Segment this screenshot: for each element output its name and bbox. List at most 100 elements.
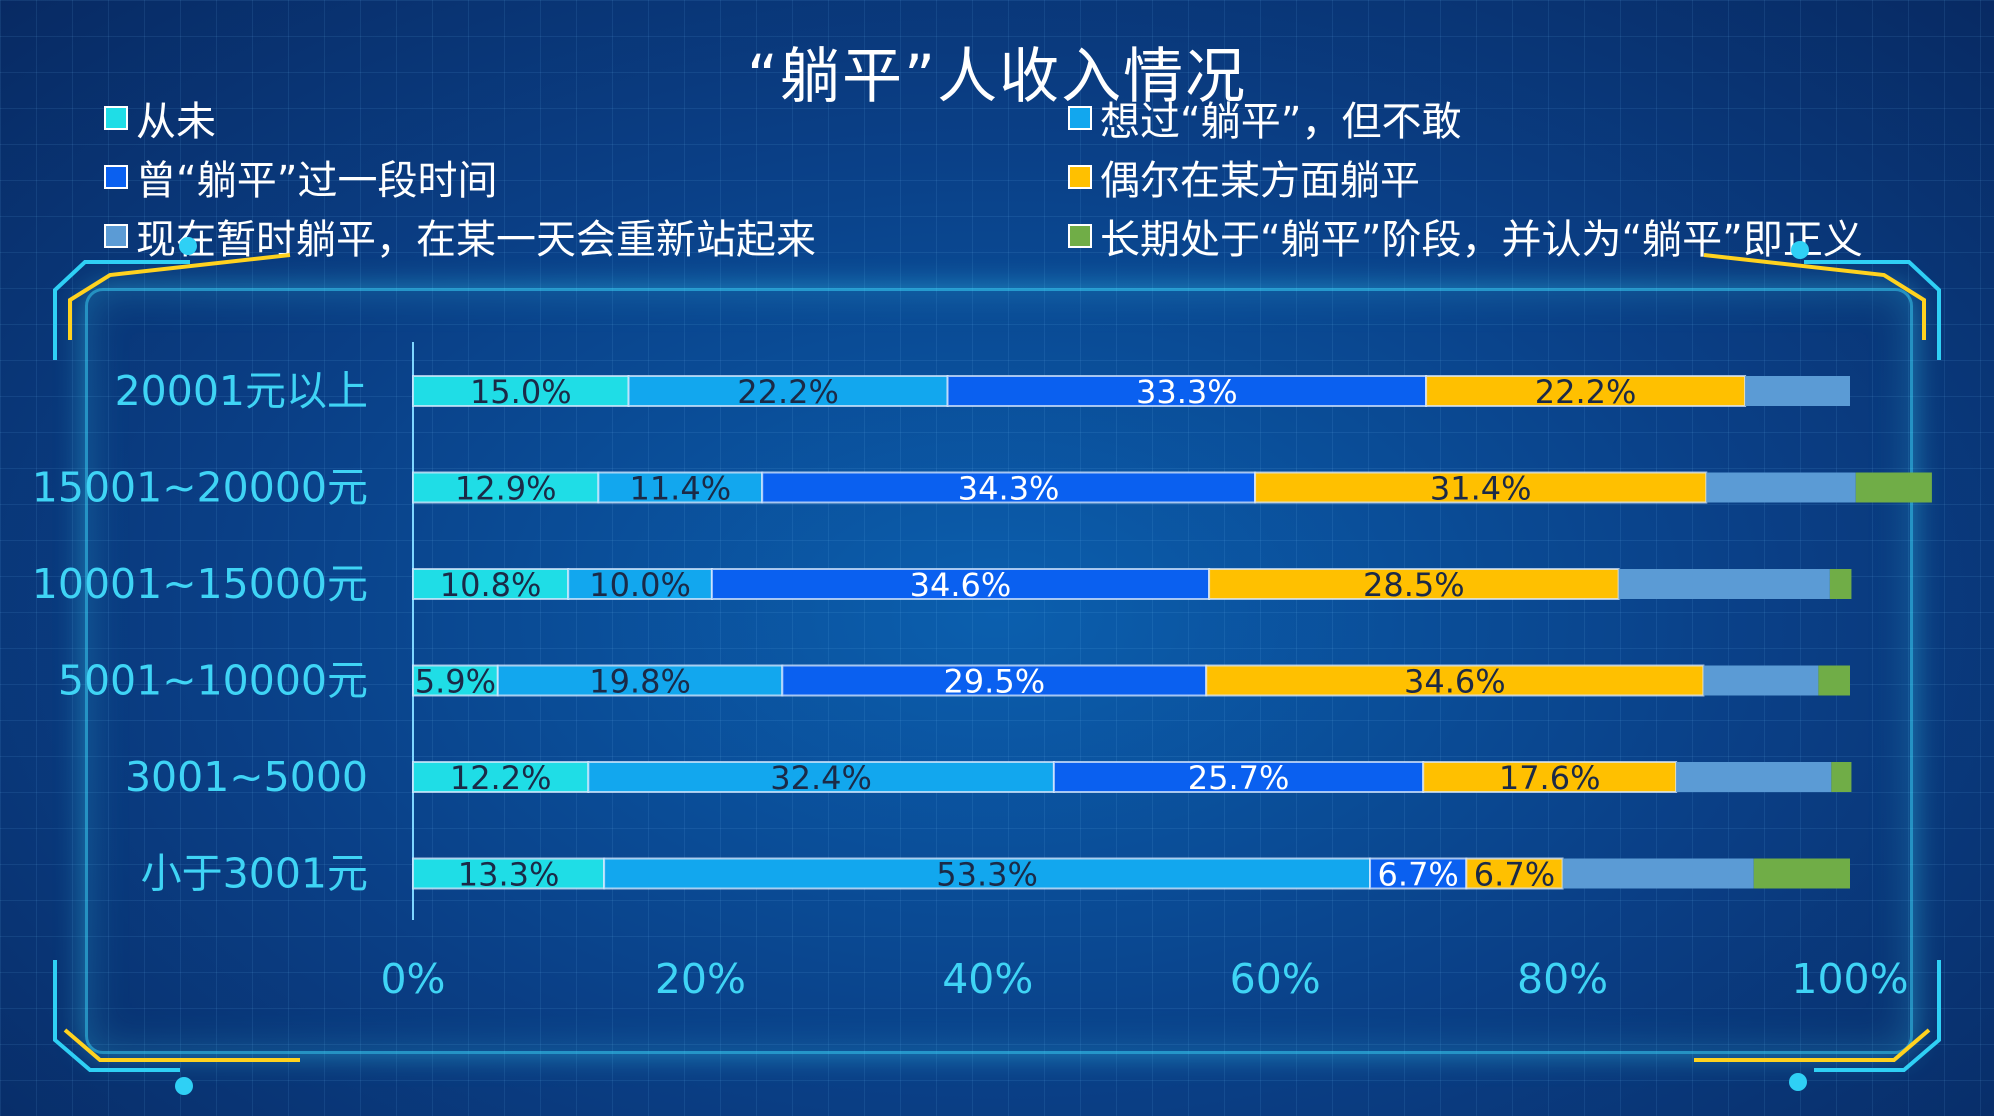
data-label-2-2: 34.6% [910,566,1012,604]
data-label-1-2: 34.3% [958,470,1060,508]
legend-item-never: 从未 [104,92,216,145]
corner-bracket-2 [53,960,180,1072]
data-label-4-3: 17.6% [1499,759,1601,797]
corner-dot-1 [1791,241,1809,259]
legend-label-temporary: 现在暂时躺平，在某一天会重新站起来 [136,217,816,263]
x-tick-label-2: 40% [942,955,1033,1003]
legend-swatch-thought-but-afraid [1068,106,1092,130]
data-label-3-3: 34.6% [1404,663,1506,701]
legend-label-never: 从未 [136,99,216,145]
data-label-3-1: 19.8% [589,663,691,701]
y-tick-label-3: 5001~10000元 [58,657,368,705]
bar-1-1 [597,471,764,504]
data-label-0-3: 22.2% [1535,373,1637,411]
chart-frame [85,288,1913,1054]
bar-3-5 [1818,665,1850,696]
corner-bracket-3 [1814,960,1941,1072]
legend-item-occasionally: 偶尔在某方面躺平 [1068,151,1420,204]
bar-2-0 [412,568,570,600]
corner-bracket-1 [1804,260,1941,360]
y-tick-label-5: 小于3001元 [141,850,368,898]
bar-5-5 [1753,858,1850,889]
bar-1-5 [1855,472,1932,503]
legend-label-occasionally: 偶尔在某方面躺平 [1100,158,1420,204]
corner-dot-3 [1789,1073,1807,1091]
data-label-3-2: 29.5% [943,663,1045,701]
bar-5-4 [1562,858,1754,889]
plot-area: 20001元以上 15.0% 22.2% 33.3% 22.2% 15001~20000元… [32,342,1932,1003]
bar-1-3 [1254,471,1708,504]
data-label-1-3: 31.4% [1430,470,1532,508]
data-label-1-1: 11.4% [629,470,731,508]
legend-label-thought-but-afraid: 想过“躺平”，但不敢 [1100,99,1462,145]
data-label-2-1: 10.0% [589,566,691,604]
legend-swatch-occasionally [1068,165,1092,189]
data-label-5-2: 6.7% [1378,856,1459,894]
legend-swatch-temporary [104,224,128,248]
corner-dot-2 [175,1077,193,1095]
legend-swatch-never [104,106,128,130]
legend-swatch-once-lay-flat [104,165,128,189]
x-tick-label-5: 100% [1791,955,1908,1003]
data-label-1-0: 12.9% [455,470,557,508]
y-tick-label-0: 20001元以上 [115,367,368,415]
bar-4-3 [1422,761,1678,793]
legend-item-thought-but-afraid: 想过“躺平”，但不敢 [1068,92,1462,145]
bar-0-4 [1745,376,1850,406]
corner-accent-3 [1694,1028,1931,1062]
legend-item-long-term: 长期处于“躺平”阶段，并认为“躺平”即正义 [1068,210,1863,263]
data-label-4-0: 12.2% [450,759,552,797]
bar-5-0 [412,857,606,890]
bar-5-2 [1369,857,1468,890]
x-tick-label-1: 20% [655,955,746,1003]
bar-4-0 [412,761,590,793]
data-label-2-0: 10.8% [440,566,542,604]
bar-0-1 [627,375,949,407]
data-label-3-0: 5.9% [415,663,496,701]
legend-label-once-lay-flat: 曾“躺平”过一段时间 [136,158,498,204]
bar-2-2 [710,568,1211,600]
corner-accent-1 [1703,253,1926,340]
bar-1-4 [1706,472,1856,503]
bar-1-2 [761,471,1257,504]
data-label-5-1: 53.3% [936,856,1038,894]
data-label-0-2: 33.3% [1136,373,1238,411]
corner-accent-0 [68,253,291,340]
x-tick-label-0: 0% [380,955,445,1003]
data-label-0-0: 15.0% [470,373,572,411]
corner-bracket-0 [53,260,190,360]
x-tick-label-4: 80% [1517,955,1608,1003]
bar-2-5 [1829,569,1852,599]
data-label-0-1: 22.2% [737,373,839,411]
bar-4-4 [1676,762,1832,792]
legend-label-long-term: 长期处于“躺平”阶段，并认为“躺平”即正义 [1100,217,1863,263]
legend-item-temporary: 现在暂时躺平，在某一天会重新站起来 [104,210,816,263]
legend-item-once-lay-flat: 曾“躺平”过一段时间 [104,151,498,204]
legend-swatch-long-term [1068,224,1092,248]
corner-dot-0 [179,237,197,255]
y-tick-label-4: 3001~5000 [125,753,368,801]
bar-2-4 [1618,569,1830,599]
bar-1-0 [412,471,600,504]
data-label-5-3: 6.7% [1474,856,1555,894]
chart-title: “躺平”人收入情况 [746,42,1248,112]
data-label-4-1: 32.4% [770,759,872,797]
bar-3-3 [1205,664,1705,697]
frame-decoration [53,237,1941,1095]
data-label-4-2: 25.7% [1188,759,1290,797]
data-label-2-3: 28.5% [1363,566,1465,604]
y-tick-label-2: 10001~15000元 [32,560,368,608]
bar-4-1 [587,761,1055,793]
corner-accent-2 [63,1028,300,1062]
bar-3-4 [1703,665,1819,696]
bar-2-3 [1208,568,1620,600]
bar-5-3 [1465,857,1564,890]
bar-4-5 [1831,762,1852,792]
data-label-5-0: 13.3% [458,856,560,894]
bar-3-2 [781,664,1208,697]
x-tick-label-3: 60% [1230,955,1321,1003]
y-tick-label-1: 15001~20000元 [32,464,368,512]
